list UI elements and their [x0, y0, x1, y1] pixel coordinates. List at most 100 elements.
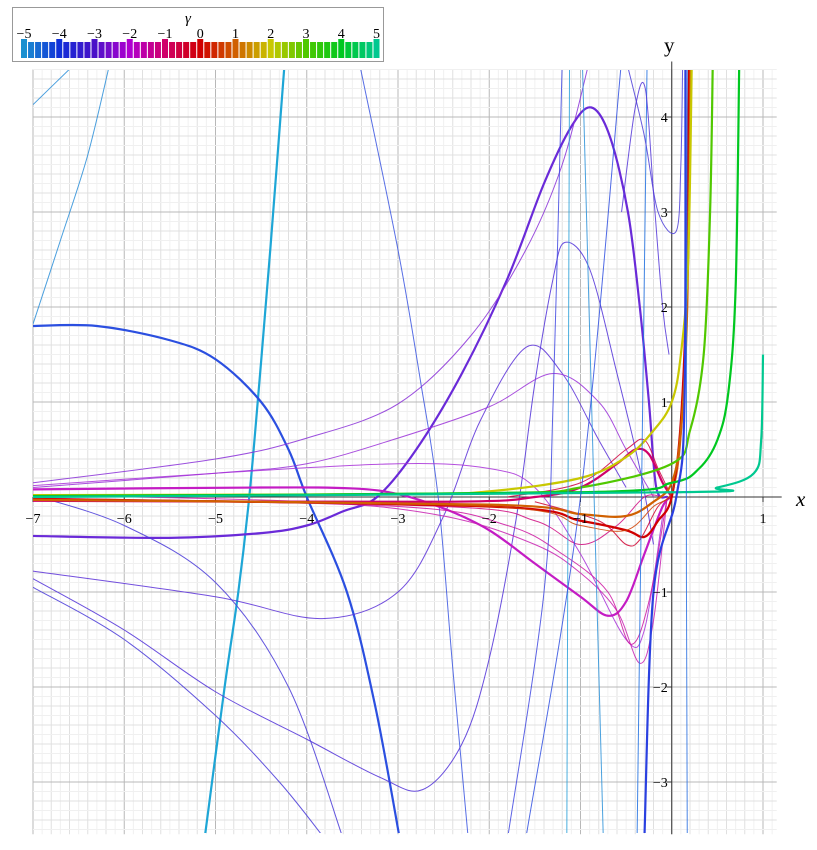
- legend-bar: [260, 42, 267, 58]
- legend-bar: [84, 42, 91, 58]
- curve-gamma--3.3: [621, 82, 670, 355]
- legend-tick-label: 5: [373, 27, 380, 42]
- curve-gamma--4.6: [566, 70, 571, 833]
- legend-bar: [190, 42, 197, 58]
- curve-gamma--4.8: [33, 70, 109, 325]
- x-tick-label: −5: [208, 512, 223, 527]
- y-axis-label: y: [664, 33, 675, 57]
- curve-gamma--3.5: [628, 70, 684, 235]
- legend-bar: [77, 42, 84, 58]
- y-tick-label: 2: [661, 301, 668, 316]
- legend-bar: [373, 39, 380, 58]
- legend-bar: [49, 42, 56, 58]
- legend-bar: [310, 42, 317, 58]
- curve-gamma-5: [33, 354, 765, 499]
- curve-gamma--3.6: [33, 586, 321, 833]
- legend-bar: [63, 42, 70, 58]
- x-tick-label: −1: [573, 512, 588, 527]
- legend-bar: [211, 42, 218, 58]
- y-tick-label: −3: [653, 776, 668, 791]
- legend-bar: [112, 42, 119, 58]
- curve-gamma--4.4: [582, 70, 604, 833]
- legend-bar: [295, 42, 302, 58]
- legend-bar: [274, 42, 281, 58]
- legend-bar: [197, 39, 204, 58]
- legend-bar: [126, 39, 133, 58]
- legend-bar: [359, 42, 366, 58]
- legend-bar: [176, 42, 183, 58]
- legend-bar: [70, 42, 77, 58]
- legend-bar: [140, 42, 147, 58]
- legend-bar: [267, 39, 274, 58]
- grid: [32, 69, 777, 835]
- legend-bar: [324, 42, 331, 58]
- legend-bar: [133, 42, 140, 58]
- curve-gamma-1: [33, 70, 692, 518]
- legend-bar: [352, 42, 359, 58]
- legend-tick-label: −3: [87, 27, 102, 42]
- legend-tick-label: 3: [303, 27, 310, 42]
- curve-gamma--3.9: [526, 70, 622, 833]
- legend-bar: [105, 42, 112, 58]
- curve-gamma--2: [33, 486, 673, 617]
- gamma-legend: γ −5 −4 −3 −2 −1 0 1 2 3 4 5: [12, 7, 384, 62]
- legend-bar: [56, 39, 63, 58]
- curve-gamma--0.6: [507, 438, 673, 498]
- legend-tick-label: −2: [122, 27, 137, 42]
- legend-bar: [253, 42, 260, 58]
- curve-gamma--3.6: [33, 494, 342, 833]
- legend-tick-label: −4: [52, 27, 67, 42]
- legend-tick-label: −1: [158, 27, 173, 42]
- legend-bar: [42, 42, 49, 58]
- curve-gamma--3.4: [33, 241, 654, 792]
- curve-gamma--3: [33, 106, 668, 540]
- legend-bar: [246, 42, 253, 58]
- y-tick-label: 4: [661, 111, 668, 126]
- legend-bar: [154, 42, 161, 58]
- legend-bar: [288, 42, 295, 58]
- tick-labels: −7 −6 −5 −4 −3 −2 −1 1 −3 −2 −1 1 2 3 4: [26, 111, 767, 791]
- legend-bar: [225, 42, 232, 58]
- curve-gamma--4.3: [685, 70, 688, 833]
- legend-bar: [338, 39, 345, 58]
- curve-gamma--2.4: [33, 463, 664, 648]
- x-tick-label: −4: [299, 512, 314, 527]
- curve-gamma--4.2: [636, 70, 648, 833]
- y-tick-label: −2: [653, 681, 668, 696]
- legend-bar: [162, 39, 168, 58]
- y-tick-label: 3: [661, 206, 668, 221]
- legend-tick-label: −5: [17, 27, 32, 42]
- curve-gamma--4.1: [643, 70, 687, 833]
- legend-bar: [281, 42, 288, 58]
- legend-tick-label: 0: [197, 27, 204, 42]
- curves: [33, 70, 765, 833]
- curve-gamma--4: [33, 323, 400, 833]
- legend-bar: [183, 42, 190, 58]
- curve-gamma--3.2: [33, 344, 627, 620]
- curve-gamma--2.8: [33, 70, 588, 484]
- legend-bar: [239, 42, 246, 58]
- legend-bar: [331, 42, 338, 58]
- legend-bar: [169, 42, 176, 58]
- x-tick-label: −3: [391, 512, 406, 527]
- legend-bar: [28, 42, 35, 58]
- legend-bar: [204, 42, 211, 58]
- y-tick-label: 1: [661, 396, 668, 411]
- legend-bar: [35, 42, 42, 58]
- x-tick-label: −7: [26, 512, 41, 527]
- legend-bar: [317, 42, 324, 58]
- x-tick-label: −6: [117, 512, 132, 527]
- legend-bar: [119, 42, 126, 58]
- curve-gamma--0.4: [534, 496, 673, 547]
- legend-bar: [98, 42, 105, 58]
- x-axis-label: x: [795, 487, 806, 511]
- legend-bar: [232, 39, 239, 58]
- legend-bar: [366, 42, 373, 58]
- x-tick-label: −2: [482, 512, 497, 527]
- legend-tick-label: 2: [267, 27, 274, 42]
- curve-gamma--4.8: [33, 70, 70, 106]
- legend-bar: [147, 42, 154, 58]
- legend-title: γ: [185, 11, 192, 27]
- curve-gamma--3.8: [360, 70, 469, 833]
